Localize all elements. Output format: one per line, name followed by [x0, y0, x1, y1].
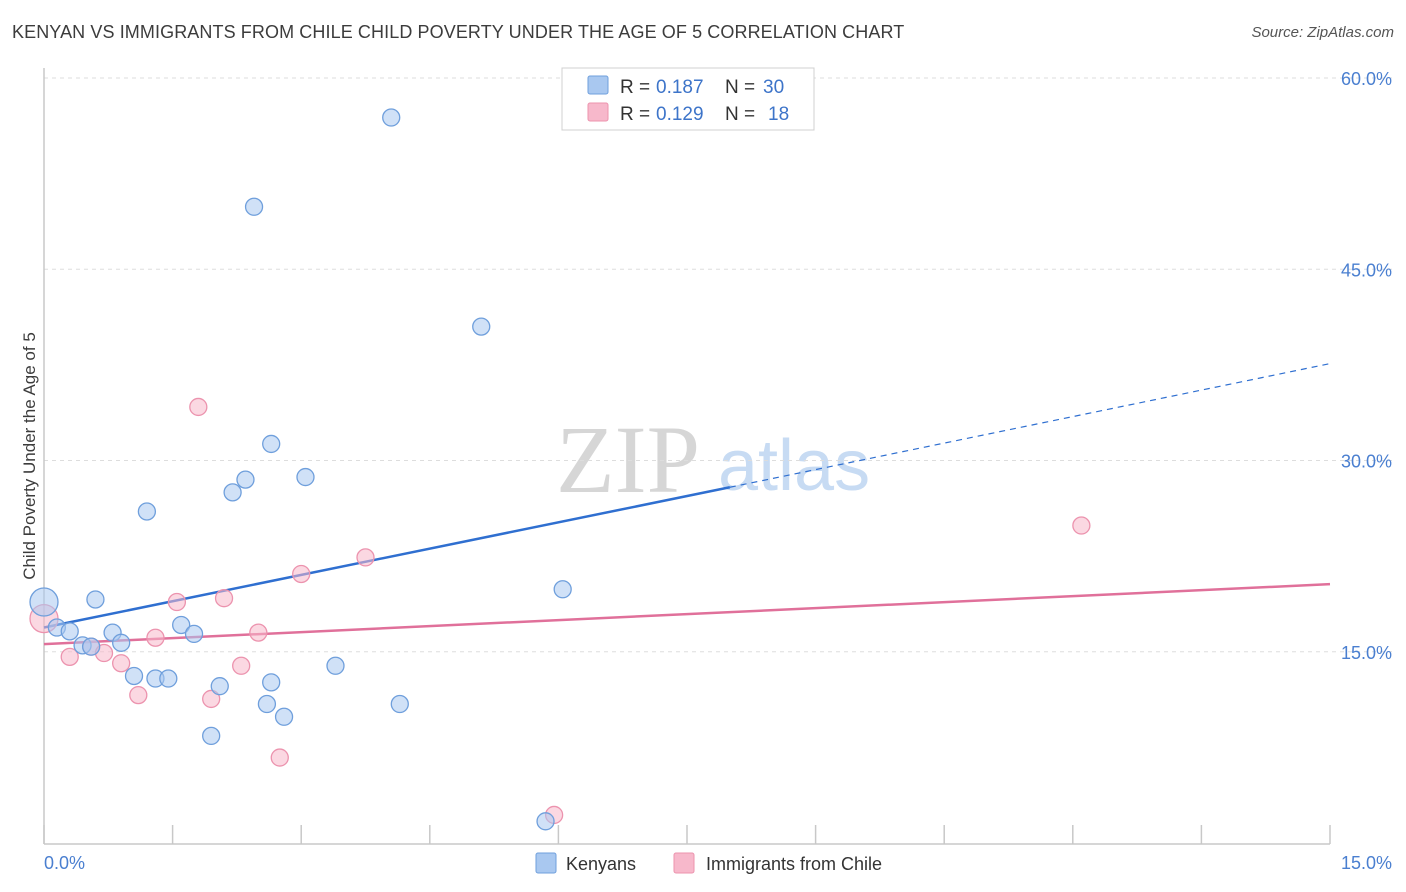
point-chile [146, 628, 165, 647]
point-kenyans [159, 669, 178, 688]
source-label: Source: ZipAtlas.com [1251, 24, 1394, 41]
point-kenyans [236, 470, 255, 489]
stat-n-label: N = [725, 77, 755, 98]
point-chile [1072, 516, 1091, 535]
point-kenyans [536, 812, 555, 831]
y-tick-label: 60.0% [1341, 69, 1392, 89]
point-chile [292, 564, 311, 584]
gridlines [44, 77, 1392, 653]
watermark-zip: ZIP [556, 406, 700, 513]
point-chile [356, 548, 375, 567]
point-chile [189, 397, 208, 417]
trend-line-kenyans [43, 486, 731, 629]
x-tick-label: 15.0% [1341, 853, 1392, 873]
stat-n-label: N = [725, 104, 755, 125]
legend-swatch-kenyans [535, 852, 557, 874]
point-chile [202, 689, 221, 709]
point-kenyans [202, 726, 221, 746]
point-kenyans [257, 694, 277, 714]
x-axis-ticks [43, 825, 1331, 844]
legend-swatch-chile [673, 852, 695, 874]
stats-swatch-chile [587, 102, 609, 122]
point-kenyans [274, 707, 294, 726]
point-kenyans [262, 434, 281, 454]
legend-label-chile: Immigrants from Chile [706, 854, 882, 874]
point-kenyans [60, 622, 79, 641]
point-kenyans [326, 656, 345, 675]
point-chile [112, 654, 131, 673]
point-kenyans [82, 637, 101, 656]
point-kenyans [244, 197, 264, 216]
point-kenyans [29, 587, 59, 617]
point-kenyans [553, 580, 572, 599]
stat-n-value-kenyans: 30 [763, 77, 784, 98]
y-tick-label: 45.0% [1341, 260, 1392, 280]
point-chile [249, 623, 268, 642]
stats-swatch-kenyans [587, 75, 609, 95]
point-chile [214, 589, 234, 608]
y-tick-label: 30.0% [1341, 452, 1392, 472]
stat-r-label: R = [620, 104, 650, 125]
y-tick-labels: 15.0% 30.0% 45.0% 60.0% [1341, 69, 1392, 663]
point-kenyans [112, 633, 131, 652]
point-kenyans [124, 666, 144, 686]
x-tick-labels: 0.0% 15.0% [44, 853, 1392, 873]
point-kenyans [86, 590, 105, 609]
point-chile [167, 592, 187, 612]
point-kenyans [296, 467, 315, 487]
stat-r-label: R = [620, 77, 650, 98]
series-legend: Kenyans Immigrants from Chile [535, 852, 882, 874]
legend-label-kenyans: Kenyans [566, 854, 636, 874]
y-tick-label: 15.0% [1341, 643, 1392, 663]
point-kenyans [184, 624, 204, 644]
point-chile [232, 656, 251, 675]
trend-line-chile [43, 582, 1331, 646]
stat-n-value-chile: 18 [768, 104, 789, 125]
point-chile [129, 685, 148, 705]
point-chile [270, 748, 289, 767]
point-kenyans [390, 694, 409, 714]
watermark-atlas: atlas [718, 426, 870, 506]
point-kenyans [223, 483, 242, 502]
x-tick-label: 0.0% [44, 853, 85, 873]
point-chile [60, 647, 79, 666]
trend-line-kenyans-extrapolated [729, 363, 1331, 488]
point-kenyans [210, 677, 229, 696]
point-kenyans [382, 108, 401, 127]
data-points [29, 108, 1091, 831]
point-kenyans [172, 615, 191, 635]
stat-r-value-chile: 0.129 [656, 104, 704, 125]
stats-legend: R = 0.187 N = 30 R = 0.129 N = 18 [561, 67, 815, 131]
point-kenyans [262, 673, 281, 692]
chart-title: KENYAN VS IMMIGRANTS FROM CHILE CHILD PO… [12, 22, 905, 42]
point-kenyans [472, 317, 491, 336]
stat-r-value-kenyans: 0.187 [656, 77, 704, 98]
point-kenyans [137, 502, 157, 521]
y-axis-title: Child Poverty Under the Age of 5 [20, 332, 39, 580]
